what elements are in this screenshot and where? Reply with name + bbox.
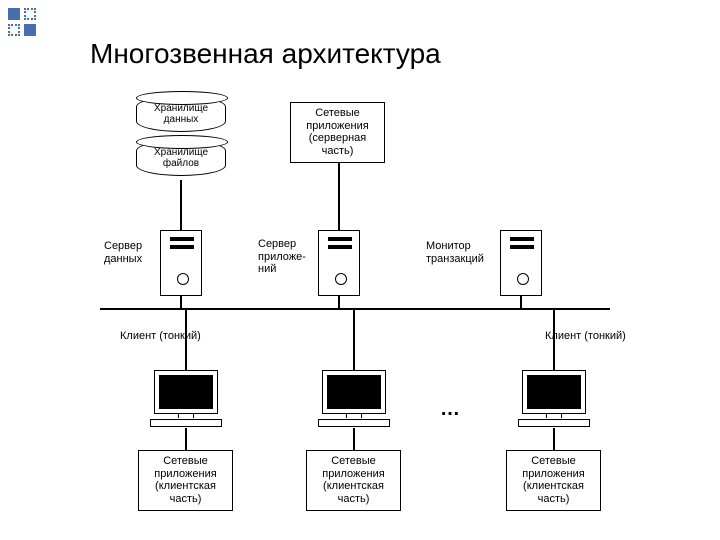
storage-data-label: Хранилище данных	[154, 103, 208, 125]
network-app-label: Сетевые приложения (серверная часть)	[306, 107, 368, 157]
connector	[553, 310, 555, 370]
client-left-label: Клиент (тонкий)	[120, 330, 201, 343]
server-app-label: Сервер приложе-ний	[258, 238, 316, 276]
storage-files-label: Хранилище файлов	[154, 147, 208, 169]
architecture-diagram: Хранилище данных Хранилище файлов Сетевы…	[80, 90, 640, 520]
client-icon	[318, 370, 390, 428]
client-app-box: Сетевые приложения (клиентская часть)	[306, 450, 401, 511]
server-monitor-icon	[500, 230, 542, 296]
client-icon	[518, 370, 590, 428]
ellipsis: …	[440, 398, 460, 421]
server-app-icon	[318, 230, 360, 296]
network-bus	[100, 308, 610, 310]
storage-files-cylinder: Хранилище файлов	[136, 140, 226, 176]
server-data-label: Сервер данных	[104, 240, 158, 265]
client-right-label: Клиент (тонкий)	[545, 330, 626, 343]
client-icon	[150, 370, 222, 428]
connector	[520, 296, 522, 308]
corner-logo	[8, 8, 40, 40]
connector	[353, 310, 355, 370]
connector	[180, 180, 182, 230]
client-app-box: Сетевые приложения (клиентская часть)	[506, 450, 601, 511]
server-monitor-label: Монитор транзакций	[426, 240, 498, 265]
connector	[338, 296, 340, 308]
connector	[338, 162, 340, 230]
storage-data-cylinder: Хранилище данных	[136, 96, 226, 132]
connector	[553, 428, 555, 450]
client-app-box: Сетевые приложения (клиентская часть)	[138, 450, 233, 511]
server-data-icon	[160, 230, 202, 296]
network-app-box: Сетевые приложения (серверная часть)	[290, 102, 385, 163]
connector	[185, 310, 187, 370]
page-title: Многозвенная архитектура	[90, 38, 441, 70]
connector	[353, 428, 355, 450]
connector	[185, 428, 187, 450]
connector	[180, 296, 182, 308]
